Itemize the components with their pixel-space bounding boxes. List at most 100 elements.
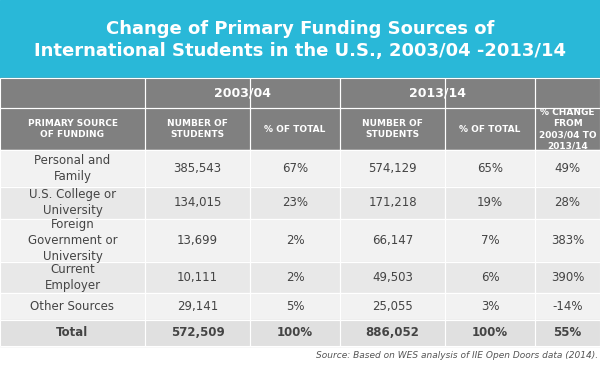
Bar — [250, 293, 340, 320]
Text: NUMBER OF
STUDENTS: NUMBER OF STUDENTS — [362, 119, 423, 139]
Bar — [145, 293, 250, 320]
Bar — [445, 219, 535, 262]
Bar — [0, 108, 145, 150]
Bar — [340, 78, 445, 108]
Text: 2%: 2% — [286, 271, 304, 284]
Bar — [535, 108, 600, 150]
Bar — [250, 187, 340, 219]
Bar — [535, 78, 600, 108]
Bar — [535, 150, 600, 187]
Text: 28%: 28% — [554, 197, 581, 209]
Text: Personal and
Family: Personal and Family — [34, 154, 110, 183]
Bar — [0, 219, 145, 262]
Bar — [145, 262, 250, 293]
Bar — [340, 320, 445, 346]
Text: Total: Total — [56, 326, 89, 339]
Text: Other Sources: Other Sources — [31, 300, 115, 313]
Bar — [445, 108, 535, 150]
Bar — [340, 262, 445, 293]
Bar — [445, 262, 535, 293]
Bar — [250, 320, 340, 346]
Bar — [145, 108, 250, 150]
Bar — [340, 219, 445, 262]
Text: 3%: 3% — [481, 300, 499, 313]
Bar — [340, 150, 445, 187]
Bar — [0, 0, 600, 78]
Text: 6%: 6% — [481, 271, 499, 284]
Text: 55%: 55% — [553, 326, 581, 339]
Bar — [0, 108, 145, 150]
Bar — [250, 187, 340, 219]
Text: 2%: 2% — [286, 234, 304, 247]
Text: 2013/14: 2013/14 — [409, 86, 466, 100]
Bar — [145, 150, 250, 187]
Bar — [145, 78, 250, 108]
Bar — [445, 187, 535, 219]
Text: 572,509: 572,509 — [170, 326, 224, 339]
Bar — [535, 262, 600, 293]
Text: 100%: 100% — [472, 326, 508, 339]
Bar — [535, 78, 600, 108]
Bar — [340, 108, 445, 150]
Text: Source: Based on WES analysis of IIE Open Doors data (2014).: Source: Based on WES analysis of IIE Ope… — [316, 351, 598, 361]
Text: 574,129: 574,129 — [368, 162, 417, 175]
Bar — [445, 320, 535, 346]
Bar — [250, 262, 340, 293]
Bar — [145, 187, 250, 219]
Bar — [145, 320, 250, 346]
Text: U.S. College or
University: U.S. College or University — [29, 188, 116, 217]
Bar — [0, 78, 145, 108]
Bar — [535, 320, 600, 346]
Bar — [445, 262, 535, 293]
Bar — [340, 320, 445, 346]
Bar — [445, 293, 535, 320]
Bar — [0, 262, 145, 293]
Bar — [535, 293, 600, 320]
Bar — [0, 320, 145, 346]
Text: % OF TOTAL: % OF TOTAL — [265, 124, 326, 134]
Bar — [250, 108, 340, 150]
Text: % CHANGE
FROM
2003/04 TO
2013/14: % CHANGE FROM 2003/04 TO 2013/14 — [539, 108, 596, 150]
Text: 100%: 100% — [277, 326, 313, 339]
Bar — [145, 108, 250, 150]
Bar — [340, 108, 445, 150]
Bar — [535, 262, 600, 293]
Bar — [445, 219, 535, 262]
Bar — [340, 293, 445, 320]
Bar — [145, 150, 250, 187]
Text: International Students in the U.S., 2003/04 -2013/14: International Students in the U.S., 2003… — [34, 42, 566, 60]
Bar — [445, 187, 535, 219]
Bar — [445, 293, 535, 320]
Bar — [0, 150, 145, 187]
Bar — [250, 320, 340, 346]
Bar — [340, 187, 445, 219]
Bar — [445, 320, 535, 346]
Text: PRIMARY SOURCE
OF FUNDING: PRIMARY SOURCE OF FUNDING — [28, 119, 118, 139]
Text: 25,055: 25,055 — [372, 300, 413, 313]
Text: 171,218: 171,218 — [368, 197, 417, 209]
Bar — [340, 187, 445, 219]
Bar — [445, 150, 535, 187]
Text: 67%: 67% — [282, 162, 308, 175]
Bar — [250, 78, 340, 108]
Bar — [0, 78, 145, 108]
Text: NUMBER OF
STUDENTS: NUMBER OF STUDENTS — [167, 119, 228, 139]
Text: 23%: 23% — [282, 197, 308, 209]
Text: 390%: 390% — [551, 271, 584, 284]
Text: 383%: 383% — [551, 234, 584, 247]
Text: Foreign
Government or
University: Foreign Government or University — [28, 218, 118, 263]
Bar — [0, 293, 145, 320]
Bar — [145, 219, 250, 262]
Text: 2003/04: 2003/04 — [214, 86, 271, 100]
Text: 886,052: 886,052 — [365, 326, 419, 339]
Bar — [340, 150, 445, 187]
Text: 29,141: 29,141 — [177, 300, 218, 313]
Text: 385,543: 385,543 — [173, 162, 221, 175]
Bar — [340, 219, 445, 262]
Bar — [0, 219, 145, 262]
Bar — [445, 150, 535, 187]
Bar — [0, 150, 145, 187]
Bar — [340, 293, 445, 320]
Bar — [250, 293, 340, 320]
Bar — [535, 187, 600, 219]
